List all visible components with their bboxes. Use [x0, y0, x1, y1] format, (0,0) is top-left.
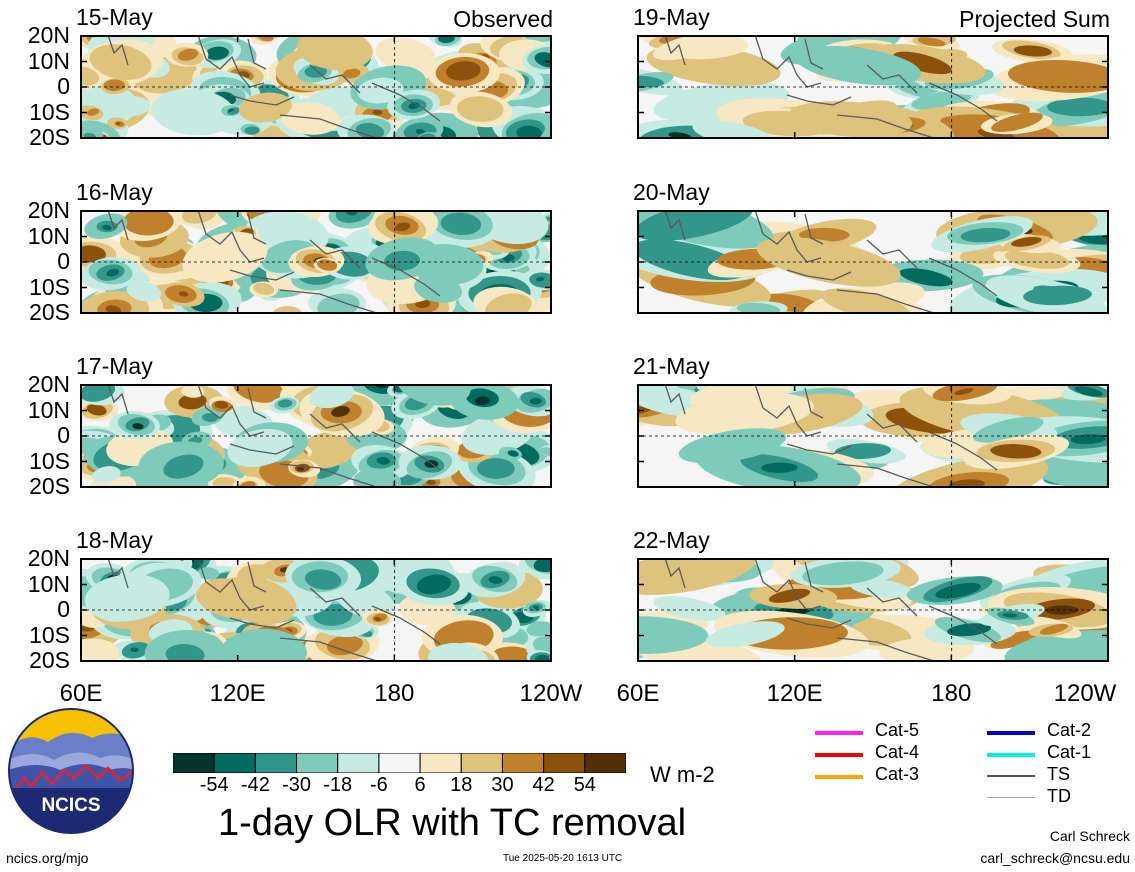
- olr-map-panel-16-may: [80, 210, 552, 314]
- colorbar-swatch: [460, 753, 503, 773]
- olr-map-panel-22-may: [637, 558, 1109, 662]
- olr-map-panel-19-may: [637, 35, 1109, 139]
- tc-legend-line-ts: [987, 775, 1035, 777]
- footer-timestamp: Tue 2025-05-20 1613 UTC: [503, 853, 623, 864]
- latitude-tick-label: 20S: [29, 299, 70, 325]
- colorbar-tick-label: -42: [240, 774, 270, 796]
- figure-title: 1-day OLR with TC removal: [218, 802, 687, 844]
- tc-legend-line-cat-4: [815, 753, 863, 757]
- footer-site: ncics.org/mjo: [6, 850, 89, 866]
- olr-field: [80, 35, 552, 139]
- longitude-tick-label: 120W: [519, 680, 583, 707]
- footer-author: Carl Schreck: [1049, 828, 1130, 844]
- ncics-logo: NCICS: [8, 708, 134, 834]
- panel-date-label: 18-May: [76, 527, 153, 553]
- colorbar-tick-label: 6: [414, 774, 426, 796]
- olr-map-panel-21-may: [637, 384, 1109, 488]
- olr-map-panel-18-may: [80, 558, 552, 662]
- colorbar: [173, 753, 626, 773]
- latitude-tick-label: 20N: [27, 197, 70, 223]
- latitude-tick-label: 10N: [27, 396, 70, 423]
- colorbar-tick-label: -6: [370, 774, 388, 796]
- colorbar-tick-label: -54: [199, 774, 229, 796]
- latitude-tick-label: 0: [57, 73, 70, 99]
- tc-legend-label: Cat-1: [1047, 742, 1092, 762]
- colorbar-swatch: [254, 753, 298, 773]
- projected-sum-label: Projected Sum: [959, 6, 1110, 32]
- latitude-tick-label: 10S: [29, 447, 70, 474]
- latitude-tick-label: 0: [57, 596, 70, 622]
- olr-field: [637, 210, 1109, 314]
- colorbar-swatches: [173, 753, 626, 773]
- panel-date-label: 21-May: [633, 353, 710, 379]
- latitude-tick-label: 20S: [29, 124, 70, 150]
- colorbar-tick-label: 30: [491, 774, 514, 796]
- olr-field: [637, 384, 1109, 488]
- latitude-tick-label: 0: [57, 248, 70, 274]
- latitude-tick-label: 10S: [29, 621, 70, 648]
- latitude-tick-label: 10N: [27, 222, 70, 249]
- tc-legend-line-cat-2: [987, 731, 1035, 735]
- latitude-tick-label: 10S: [29, 273, 70, 300]
- olr-map-panel-17-may: [80, 384, 552, 488]
- tc-legend-label: Cat-4: [875, 742, 920, 762]
- tc-legend-label: Cat-2: [1047, 720, 1092, 740]
- colorbar-swatch: [584, 753, 626, 773]
- longitude-tick-label: 60E: [616, 680, 660, 707]
- tc-legend-label: Cat-5: [875, 720, 920, 740]
- colorbar-swatch: [543, 753, 586, 773]
- colorbar-tick-label: -30: [282, 774, 311, 796]
- longitude-tick-label: 60E: [59, 680, 103, 707]
- panel-date-label: 20-May: [633, 179, 710, 205]
- tc-legend-label: TD: [1047, 786, 1071, 806]
- tc-legend-line-td: [987, 797, 1035, 798]
- colorbar-swatch: [378, 753, 421, 773]
- colorbar-swatch: [296, 753, 339, 773]
- colorbar-tick-label: 18: [450, 774, 473, 796]
- panel-date-label: 17-May: [76, 353, 153, 379]
- latitude-tick-label: 10S: [29, 98, 70, 125]
- colorbar-tick-label: 42: [532, 774, 555, 796]
- latitude-tick-label: 0: [57, 422, 70, 448]
- logo-text: NCICS: [41, 795, 100, 816]
- latitude-tick-label: 20S: [29, 647, 70, 673]
- panel-date-label: 15-May: [76, 4, 153, 30]
- panel-date-label: 16-May: [76, 179, 153, 205]
- colorbar-swatch: [213, 753, 256, 773]
- colorbar-swatch: [501, 753, 545, 773]
- observed-label: Observed: [453, 6, 553, 32]
- tc-legend-line-cat-3: [815, 775, 863, 779]
- latitude-tick-label: 20N: [27, 22, 70, 48]
- colorbar-tick-label: -18: [323, 774, 353, 796]
- tc-legend-label: Cat-3: [875, 764, 920, 784]
- latitude-tick-label: 20S: [29, 473, 70, 499]
- longitude-tick-label: 120W: [1053, 680, 1117, 707]
- tc-legend-label: TS: [1047, 764, 1071, 784]
- latitude-tick-label: 20N: [27, 371, 70, 397]
- panel-date-label: 19-May: [633, 4, 710, 30]
- footer-email: carl_schreck@ncsu.edu: [980, 850, 1130, 866]
- latitude-tick-label: 20N: [27, 545, 70, 571]
- longitude-tick-label: 180: [931, 680, 972, 707]
- olr-field: [80, 558, 552, 662]
- latitude-tick-label: 10N: [27, 47, 70, 74]
- olr-field: [637, 558, 1109, 662]
- latitude-tick-label: 10N: [27, 570, 70, 597]
- panel-date-label: 22-May: [633, 527, 710, 553]
- tc-legend-line-cat-5: [815, 731, 863, 735]
- longitude-tick-label: 180: [374, 680, 415, 707]
- olr-field: [80, 210, 552, 314]
- colorbar-units: W m-2: [650, 762, 715, 787]
- longitude-tick-label: 120E: [766, 680, 823, 707]
- olr-map-panel-15-may: [80, 35, 552, 139]
- colorbar-swatch: [173, 753, 215, 773]
- olr-field: [80, 384, 552, 488]
- colorbar-tick-label: 54: [573, 774, 596, 796]
- colorbar-swatch: [419, 753, 462, 773]
- olr-map-panel-20-may: [637, 210, 1109, 314]
- olr-field: [637, 35, 1109, 139]
- colorbar-swatch: [337, 753, 380, 773]
- longitude-tick-label: 120E: [209, 680, 266, 707]
- tc-legend-line-cat-1: [987, 753, 1035, 757]
